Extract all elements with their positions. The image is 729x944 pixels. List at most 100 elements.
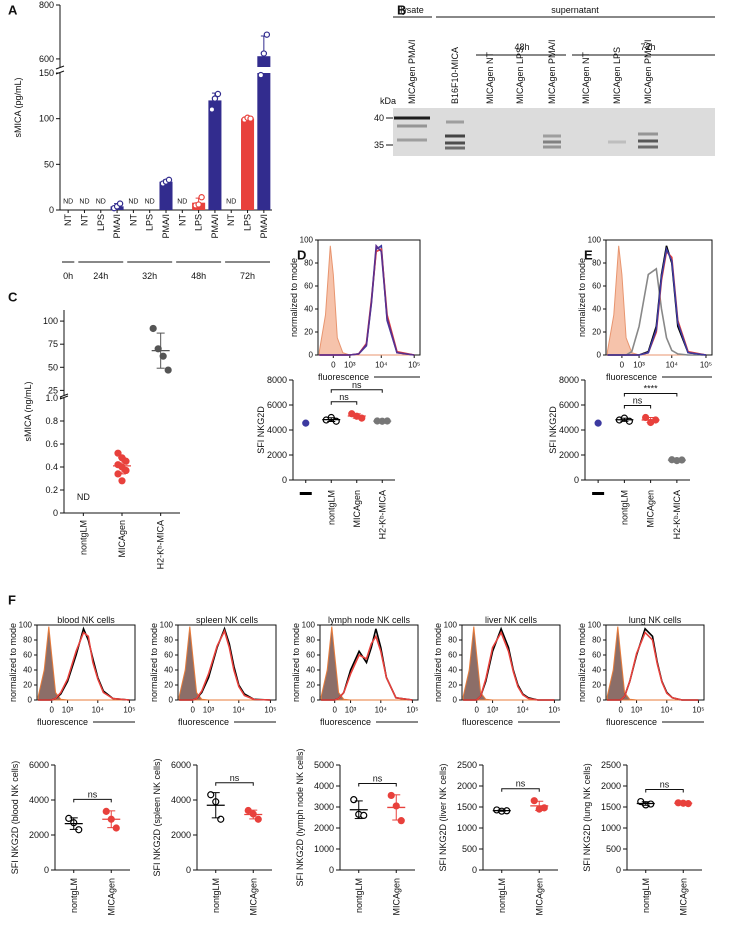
x-tick-label: 10⁵ xyxy=(548,706,560,715)
x-tick-label: 10⁴ xyxy=(661,706,674,715)
y-tick-label: 80 xyxy=(448,636,457,645)
y-tick-label: 80 xyxy=(164,636,173,645)
y-tick-label: 50 xyxy=(48,362,58,372)
y-axis-label: SFI NKG2D xyxy=(256,406,266,454)
y-tick-label: 0 xyxy=(311,696,316,705)
histogram-line xyxy=(38,631,130,701)
x-tick-label: 10⁵ xyxy=(264,706,276,715)
x-tick-label: 0 xyxy=(331,361,336,370)
y-tick-label: 60 xyxy=(592,282,601,291)
nd-label: ND xyxy=(96,199,106,206)
y-tick-label: 20 xyxy=(306,681,315,690)
x-tick-label: nontgLM xyxy=(78,520,88,555)
band xyxy=(638,132,658,136)
y-tick-label: 2000 xyxy=(559,450,579,460)
group-label: 24h xyxy=(93,271,108,281)
x-tick-label: 0 xyxy=(190,706,195,715)
x-axis-label: fluorescence xyxy=(606,717,657,727)
x-tick-label: LPS xyxy=(96,214,106,231)
x-tick-label: 10⁴ xyxy=(233,706,246,715)
y-tick-label: 100 xyxy=(19,621,33,630)
nd-label: ND xyxy=(77,492,90,502)
y-tick-label: 25 xyxy=(48,385,58,395)
data-point xyxy=(214,90,222,98)
comparison-bracket xyxy=(645,789,684,793)
y-axis-label: normalized to mode xyxy=(8,623,18,702)
band xyxy=(445,146,465,150)
nd-label: ND xyxy=(79,199,89,206)
band xyxy=(543,134,561,138)
band xyxy=(397,138,427,142)
y-tick-label: 800 xyxy=(39,0,54,10)
lane-label: MICAgen LPS xyxy=(612,47,622,104)
y-tick-label: 0.4 xyxy=(45,462,58,472)
band xyxy=(638,139,658,143)
data-point xyxy=(594,419,602,427)
x-tick-label: 10⁵ xyxy=(406,706,418,715)
data-point xyxy=(164,366,172,374)
x-tick-label: 10⁵ xyxy=(123,706,135,715)
subheader: 48h xyxy=(514,42,529,52)
y-tick-label: 0 xyxy=(329,865,334,875)
y-axis-label: SFI NKG2D (lymph node NK cells) xyxy=(295,748,305,886)
data-point xyxy=(65,814,73,822)
control-marker xyxy=(592,492,605,495)
histogram-line xyxy=(319,243,415,356)
x-tick-label: 0 xyxy=(618,706,623,715)
y-tick-label: 60 xyxy=(164,651,173,660)
chart-title: blood NK cells xyxy=(57,615,115,625)
y-tick-label: 20 xyxy=(23,681,32,690)
y-tick-label: 80 xyxy=(306,636,315,645)
x-axis-label: fluorescence xyxy=(320,717,371,727)
x-tick-label: NT xyxy=(226,214,236,226)
y-axis-label: normalized to mode xyxy=(577,623,587,702)
unit-label: kDa xyxy=(380,96,396,106)
y-tick-label: 100 xyxy=(43,316,58,326)
y-tick-label: 80 xyxy=(304,259,313,268)
y-tick-label: 40 xyxy=(592,305,601,314)
subheader: 72h xyxy=(640,42,655,52)
y-axis-label: SFI NKG2D (spleen NK cells) xyxy=(152,758,162,876)
y-tick-label: 6000 xyxy=(559,400,579,410)
y-axis-label: sMICA (pg/mL) xyxy=(13,77,23,137)
y-tick-label: 40 xyxy=(306,666,315,675)
y-tick-label: 60 xyxy=(23,651,32,660)
marker-label: 40 xyxy=(374,113,384,123)
lane-label: MICAgen NT xyxy=(581,51,591,104)
band xyxy=(543,140,561,144)
y-tick-label: 2000 xyxy=(171,830,191,840)
marker-label: 35 xyxy=(374,140,384,150)
data-point xyxy=(257,71,265,79)
data-point xyxy=(302,419,310,427)
y-tick-label: 0 xyxy=(616,865,621,875)
y-tick-label: 2000 xyxy=(267,450,287,460)
y-tick-label: 8000 xyxy=(267,375,287,385)
x-tick-label: MICAgen xyxy=(678,878,688,916)
y-axis-label: normalized to mode xyxy=(291,623,301,702)
data-point xyxy=(260,50,268,57)
lane-label: MICAgen PMA/I xyxy=(643,39,653,104)
y-tick-label: 0.8 xyxy=(45,416,58,426)
y-tick-label: 0 xyxy=(186,865,191,875)
data-point xyxy=(198,194,205,201)
bar-upper xyxy=(257,56,271,67)
chart-title: lymph node NK cells xyxy=(328,615,411,625)
y-tick-label: 4000 xyxy=(314,781,334,791)
x-tick-label: H2-Kᵇ-MICA xyxy=(156,520,166,569)
nd-label: ND xyxy=(128,199,138,206)
control-marker xyxy=(299,492,312,495)
x-tick-label: MICAgen xyxy=(534,878,544,916)
y-tick-label: 0 xyxy=(28,696,33,705)
y-tick-label: 0 xyxy=(169,696,174,705)
y-tick-label: 1500 xyxy=(601,802,621,812)
x-tick-label: nontgLM xyxy=(326,490,336,525)
y-tick-label: 1.0 xyxy=(45,393,58,403)
x-tick-label: MICAgen xyxy=(391,878,401,916)
comparison-label: ns xyxy=(660,780,670,790)
comparison-bracket xyxy=(623,393,678,397)
comparison-bracket xyxy=(330,389,383,393)
y-tick-label: 500 xyxy=(606,844,621,854)
band xyxy=(397,124,427,128)
comparison-label: ns xyxy=(516,779,526,789)
x-tick-label: 10³ xyxy=(62,706,74,715)
